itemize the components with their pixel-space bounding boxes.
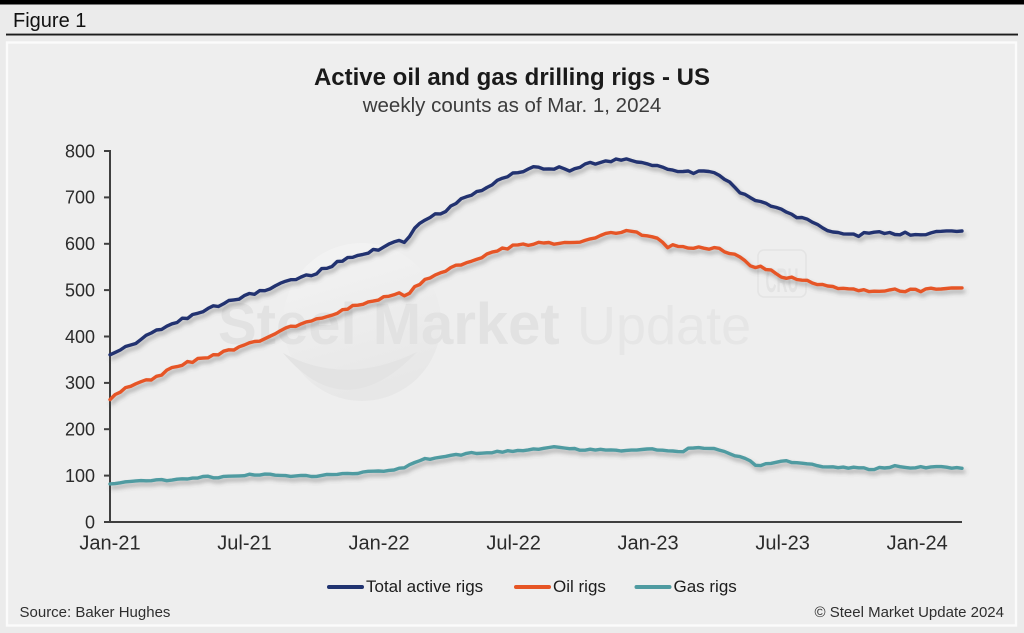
svg-text:500: 500 xyxy=(65,280,95,300)
svg-text:300: 300 xyxy=(65,373,95,393)
svg-text:Jan-23: Jan-23 xyxy=(618,533,679,555)
svg-text:Gas rigs: Gas rigs xyxy=(674,577,737,596)
svg-text:Steel Market: Steel Market xyxy=(218,292,560,357)
svg-text:400: 400 xyxy=(65,327,95,347)
svg-text:700: 700 xyxy=(65,188,95,208)
svg-text:Source: Baker Hughes: Source: Baker Hughes xyxy=(20,604,171,621)
svg-text:Update: Update xyxy=(577,296,751,356)
svg-text:0: 0 xyxy=(85,512,95,532)
svg-text:Figure 1: Figure 1 xyxy=(13,10,86,32)
svg-text:Oil rigs: Oil rigs xyxy=(553,577,606,596)
svg-text:Jul-21: Jul-21 xyxy=(217,533,271,555)
svg-text:800: 800 xyxy=(65,141,95,161)
svg-text:Jan-22: Jan-22 xyxy=(349,533,410,555)
svg-text:100: 100 xyxy=(65,466,95,486)
svg-text:Jul-22: Jul-22 xyxy=(486,533,540,555)
svg-text:© Steel Market Update 2024: © Steel Market Update 2024 xyxy=(815,604,1005,621)
svg-text:Total active rigs: Total active rigs xyxy=(366,577,483,596)
svg-text:600: 600 xyxy=(65,234,95,254)
svg-text:Jan-24: Jan-24 xyxy=(887,533,948,555)
svg-text:CRU: CRU xyxy=(766,262,799,300)
svg-text:200: 200 xyxy=(65,420,95,440)
svg-text:Active oil and gas drilling ri: Active oil and gas drilling rigs - US xyxy=(314,64,710,91)
svg-text:Jan-21: Jan-21 xyxy=(79,533,140,555)
svg-text:weekly counts as of Mar. 1, 20: weekly counts as of Mar. 1, 2024 xyxy=(362,94,662,117)
svg-text:Jul-23: Jul-23 xyxy=(755,533,809,555)
